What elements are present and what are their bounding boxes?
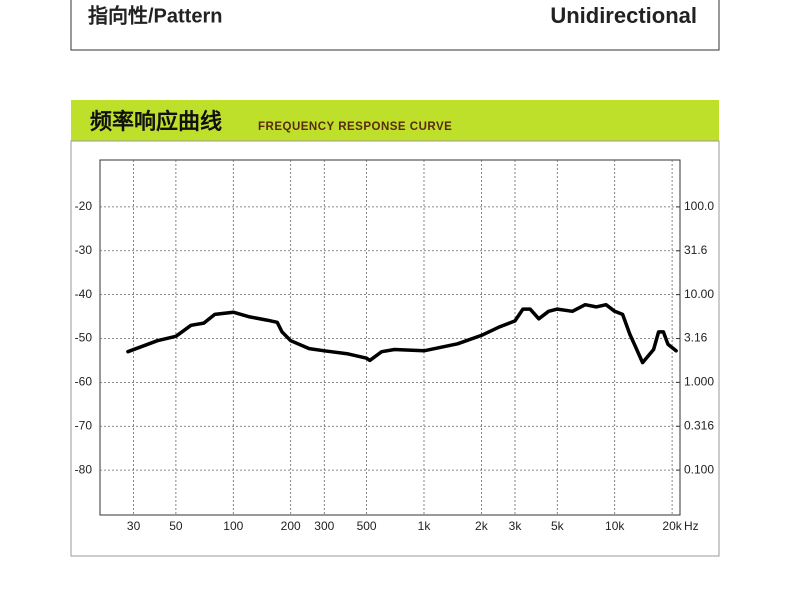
x-tick-label: 300: [314, 519, 334, 533]
y-tick-label: -60: [75, 375, 93, 389]
x-tick-label: 2k: [475, 519, 489, 533]
y2-tick-label: 31.6: [684, 243, 708, 257]
y2-tick-label: 0.316: [684, 418, 714, 432]
pattern-box: [70, 0, 720, 51]
x-tick-label: 20k: [662, 519, 682, 533]
x-tick-label: 500: [357, 519, 377, 533]
chart-frame: [70, 140, 720, 557]
banner-title: 频率响应曲线: [90, 109, 222, 134]
x-tick-label: 30: [127, 519, 141, 533]
x-tick-label: 10k: [605, 519, 625, 533]
y2-tick-label: 3.16: [684, 331, 708, 345]
y2-tick-label: 10.00: [684, 287, 714, 301]
y2-tick-label: 0.100: [684, 462, 714, 476]
x-tick-label: 3k: [509, 519, 523, 533]
y-tick-label: -50: [75, 331, 93, 345]
x-tick-label: 5k: [551, 519, 565, 533]
y2-tick-label: 100.0: [684, 199, 714, 213]
pattern-value: Unidirectional: [550, 3, 697, 28]
banner-subtitle: FREQUENCY RESPONSE CURVE: [258, 121, 452, 133]
y-tick-label: -20: [75, 199, 93, 213]
pattern-label: 指向性/Pattern: [88, 3, 222, 27]
y-tick-label: -70: [75, 418, 93, 432]
plot-area: [99, 159, 681, 516]
x-tick-label: 1k: [418, 519, 432, 533]
y-tick-label: -80: [75, 462, 93, 476]
y-tick-label: -40: [75, 287, 93, 301]
x-tick-label: 200: [281, 519, 301, 533]
y-tick-label: -30: [75, 243, 93, 257]
x-axis-label: Hz: [684, 519, 699, 533]
response-curve: [126, 302, 678, 365]
y2-tick-label: 1.000: [684, 375, 714, 389]
x-tick-label: 100: [223, 519, 243, 533]
x-tick-label: 50: [169, 519, 183, 533]
banner: [71, 100, 719, 141]
